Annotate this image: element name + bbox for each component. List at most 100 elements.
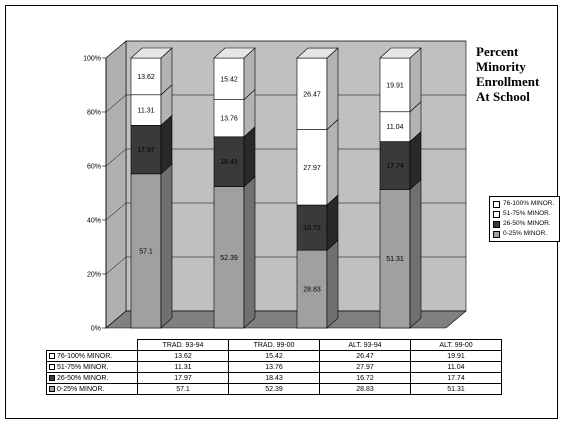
legend-label: 26-50% MINOR. [503, 220, 551, 227]
chart-title-line: Minority [476, 59, 526, 74]
bar-top [379, 47, 422, 59]
chart-title-line: At School [476, 89, 530, 104]
bar-segment [296, 129, 328, 206]
data-table-series-label: 76-100% MINOR. [57, 352, 113, 360]
data-table-cell: 57.1 [137, 383, 229, 395]
bar-side [160, 163, 173, 329]
chart-frame: 0% 20% 40% 60% 80% 100% 57.1 17.97 11.31 13.62 52.… [5, 5, 560, 419]
data-table-cell: 11.31 [137, 361, 229, 373]
legend-swatch [493, 200, 500, 208]
data-table-cell: 19.91 [410, 350, 502, 362]
bar-side [326, 239, 339, 329]
data-label: 17.74 [386, 163, 404, 170]
data-table-cell: 28.83 [319, 383, 411, 395]
bar-top [130, 47, 173, 59]
bar-side [243, 126, 256, 188]
bar-segment [213, 57, 245, 100]
data-label: 28.83 [303, 287, 321, 294]
legend-swatch [493, 230, 500, 238]
data-label: 15.42 [220, 76, 238, 83]
data-table: TRAD. 93-94 TRAD. 99-00 ALT. 93-94 ALT. … [46, 339, 502, 395]
legend-item: 26-50% MINOR. [493, 219, 556, 229]
chart-title-line: Percent [476, 44, 519, 59]
y-tick-label: 80% [87, 110, 101, 117]
legend-swatch [493, 210, 500, 218]
legend-label: 0-25% MINOR. [503, 230, 548, 237]
bar-segment [130, 94, 162, 126]
data-table-row: 0-25% MINOR. 57.1 52.39 28.83 51.31 [46, 383, 502, 395]
bar-segment [296, 204, 328, 251]
side-wall [105, 40, 127, 329]
data-table-cell: 11.04 [410, 361, 502, 373]
table-swatch [49, 352, 55, 359]
data-table-row-header: 51-75% MINOR. [46, 361, 138, 373]
bar-side [326, 118, 339, 206]
bar-segment [379, 57, 411, 113]
data-label: 19.91 [386, 82, 404, 89]
gridline-side [105, 256, 127, 275]
bar-segment [213, 136, 245, 187]
data-table-cell: 27.97 [319, 361, 411, 373]
data-table-row: 76-100% MINOR. 13.62 15.42 26.47 19.91 [46, 350, 502, 362]
data-label: 18.43 [220, 159, 238, 166]
category-header: ALT. 99-00 [410, 339, 502, 351]
gridline-side [105, 202, 127, 221]
y-tick-label: 60% [87, 164, 101, 171]
data-table-cell: 26.47 [319, 350, 411, 362]
data-table-row: 26-50% MINOR. 17.97 18.43 16.72 17.74 [46, 372, 502, 384]
legend-swatch [493, 220, 500, 228]
data-table-series-label: 51-75% MINOR. [57, 363, 109, 371]
bar-side [409, 178, 422, 329]
data-table-cell: 17.74 [410, 372, 502, 384]
data-label: 51.31 [386, 256, 404, 263]
gridline-side [105, 310, 127, 329]
category-header: TRAD. 93-94 [137, 339, 229, 351]
data-table-row-header: 0-25% MINOR. [46, 383, 138, 395]
legend-item: 0-25% MINOR. [493, 229, 556, 239]
y-tick-label: 0% [91, 326, 101, 333]
data-table-cell: 18.43 [228, 372, 320, 384]
data-label: 17.97 [137, 147, 155, 154]
legend-item: 76-100% MINOR. [493, 199, 556, 209]
legend-label: 51-75% MINOR. [503, 210, 551, 217]
data-table-series-label: 26-50% MINOR. [57, 374, 109, 382]
bar-side [326, 47, 339, 131]
chart-title-line: Enrollment [476, 74, 540, 89]
bar-segment [130, 173, 162, 329]
bar-segment [296, 249, 328, 329]
data-label: 11.31 [138, 108, 155, 115]
bar-top [296, 47, 339, 59]
bar-segment [130, 125, 162, 175]
chart-plot: 0% 20% 40% 60% 80% 100% 57.1 17.97 11.31 13.62 52.… [83, 40, 467, 333]
bar-segment [130, 57, 162, 96]
bar-segment [296, 57, 328, 130]
data-table-cell: 16.72 [319, 372, 411, 384]
data-label: 57.1 [139, 248, 153, 255]
bar-segment [379, 141, 411, 190]
data-label: 52.39 [220, 255, 238, 262]
gridline-side [105, 94, 127, 113]
data-table-row-header: 26-50% MINOR. [46, 372, 138, 384]
bar-side [243, 175, 256, 329]
y-tick-label: 40% [87, 218, 101, 225]
data-table-cell: 13.76 [228, 361, 320, 373]
data-label: 11.04 [387, 124, 404, 131]
data-table-header-row: TRAD. 93-94 TRAD. 99-00 ALT. 93-94 ALT. … [47, 339, 502, 351]
data-table-cell: 52.39 [228, 383, 320, 395]
bar-segment [213, 99, 245, 138]
table-swatch [49, 385, 55, 392]
table-swatch [49, 363, 55, 370]
table-swatch [49, 374, 55, 381]
data-table-cell: 15.42 [228, 350, 320, 362]
y-tick-label: 100% [83, 56, 101, 63]
data-table-row: 51-75% MINOR. 11.31 13.76 27.97 11.04 [46, 361, 502, 373]
gridline-side [105, 148, 127, 167]
category-header: TRAD. 99-00 [228, 339, 320, 351]
data-table-corner [47, 340, 138, 351]
bar-segment [213, 186, 245, 329]
bar-segment [379, 189, 411, 329]
data-label: 26.47 [303, 91, 321, 98]
y-tick-label: 20% [87, 272, 101, 279]
category-header: ALT. 93-94 [319, 339, 411, 351]
data-label: 13.76 [220, 116, 238, 123]
